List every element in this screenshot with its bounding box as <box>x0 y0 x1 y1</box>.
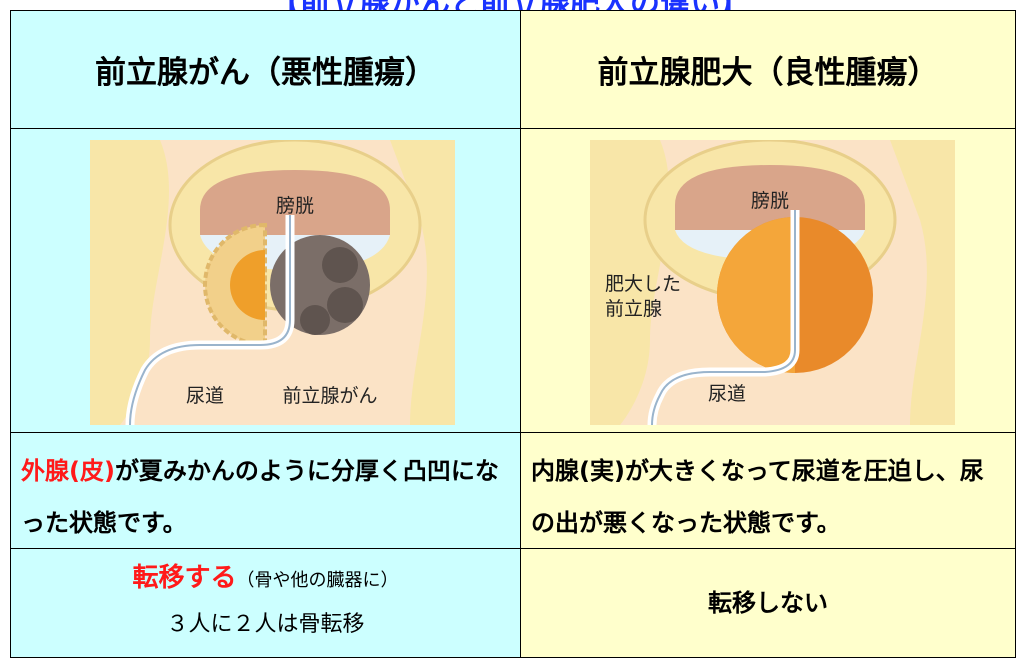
image-cell: 膀胱 肥大した 前立腺 尿道 <box>520 128 1016 433</box>
cancer-illustration: 膀胱 尿道 前立腺がん <box>90 140 455 425</box>
highlight: 内腺(実) <box>531 457 625 485</box>
note: （骨や他の臓器に） <box>236 570 399 591</box>
label-tumor: 肥大した <box>605 273 681 295</box>
metastasis-cell: 転移しない <box>520 548 1016 658</box>
label-bladder: 膀胱 <box>276 195 314 217</box>
description-cell: 外腺(皮)が夏みかんのように分厚く凸凹になった状態です。 <box>10 432 521 549</box>
highlight: 外腺(皮) <box>21 457 115 485</box>
label-tumor: 前立腺 <box>605 298 662 320</box>
header-text: 前立腺がん（悪性腫瘍） <box>95 55 436 91</box>
metastasis-text: 転移しない <box>708 589 828 617</box>
description-text: が大きくなって尿道を圧迫し、尿の出が悪くなった状態です。 <box>531 457 984 537</box>
image-cell: 膀胱 尿道 前立腺がん <box>10 128 521 433</box>
label-urethra: 尿道 <box>186 385 224 407</box>
label-bladder: 膀胱 <box>751 190 789 212</box>
hyperplasia-illustration: 膀胱 肥大した 前立腺 尿道 <box>590 140 955 425</box>
metastasis-cell: 転移する（骨や他の臓器に） ３人に２人は骨転移 <box>10 548 521 658</box>
label-tumor: 前立腺がん <box>282 385 377 407</box>
header-cell: 前立腺がん（悪性腫瘍） <box>10 10 521 129</box>
label-urethra: 尿道 <box>708 383 746 405</box>
header-text: 前立腺肥大（良性腫瘍） <box>597 55 939 91</box>
description-cell: 内腺(実)が大きくなって尿道を圧迫し、尿の出が悪くなった状態です。 <box>520 432 1016 549</box>
description-text: が夏みかんのように分厚く凸凹になった状態です。 <box>21 457 499 537</box>
header-cell: 前立腺肥大（良性腫瘍） <box>520 10 1016 129</box>
detail: ３人に２人は骨転移 <box>166 612 365 637</box>
highlight: 転移する <box>132 563 237 593</box>
